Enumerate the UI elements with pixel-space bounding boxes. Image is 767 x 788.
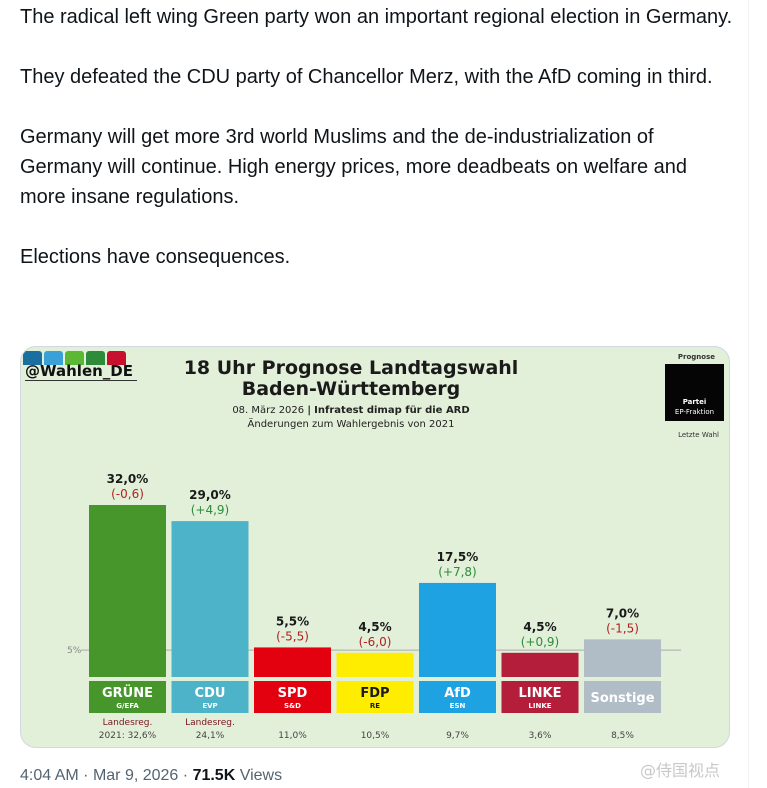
bar-value-label: 5,5% (276, 614, 309, 628)
bar-value-label: 32,0% (107, 472, 149, 486)
tweet-text: The radical left wing Green party won an… (20, 2, 735, 272)
bar-value-label: 17,5% (437, 550, 479, 564)
last-election-value: 3,6% (529, 731, 552, 741)
landesreg-label: Landesreg. (103, 718, 153, 728)
views-count: 71.5K (192, 767, 236, 784)
legend-fraktion: EP-Fraktion (674, 408, 715, 416)
logo-swatch (107, 351, 126, 365)
bar-spd (254, 647, 331, 677)
chart-subtitle-region: Baden-Württemberg (241, 378, 461, 400)
watermark: @侍国视点 (640, 761, 721, 780)
bar-value-label: 4,5% (358, 620, 391, 634)
threshold-label: 5% (67, 646, 82, 656)
logo-swatch (65, 351, 84, 365)
meta-separator: · (182, 767, 193, 784)
chart-title: 18 Uhr Prognose Landtagswahl (183, 357, 519, 379)
bar-afd (419, 582, 496, 677)
bar-change-label: (-0,6) (111, 487, 144, 501)
tweet-time[interactable]: 4:04 AM (20, 767, 79, 784)
bar-change-label: (-5,5) (276, 629, 309, 643)
bar-change-label: (-1,5) (606, 621, 639, 635)
tweet-image[interactable]: @Wahlen_DE 18 Uhr Prognose Landtagswahl … (20, 346, 730, 748)
tweet-paragraph-4: Elections have consequences. (20, 246, 291, 268)
last-election-value: 8,5% (611, 731, 634, 741)
chart-changes-note: Änderungen zum Wahlergebnis von 2021 (247, 419, 455, 430)
party-group: LINKE (528, 702, 551, 710)
tweet-paragraph-2: They defeated the CDU party of Chancello… (20, 66, 713, 88)
meta-separator: · (83, 767, 93, 784)
party-group: S&D (284, 702, 301, 710)
legend-letzte-wahl: Letzte Wahl (678, 431, 719, 439)
logo-swatch (44, 351, 63, 365)
logo-swatch (86, 351, 105, 365)
legend-box (665, 364, 724, 421)
party-name: AfD (444, 686, 471, 701)
logo-color-bar (23, 351, 128, 365)
bar-change-label: (+4,9) (191, 503, 230, 517)
source-separator: | (307, 405, 311, 416)
handle-underline (25, 380, 137, 381)
image-handle: @Wahlen_DE (25, 362, 134, 380)
bar-sonstige (584, 639, 661, 677)
last-election-value: 10,5% (361, 731, 390, 741)
tweet-paragraph-3: Germany will get more 3rd world Muslims … (20, 126, 688, 208)
last-election-value: 11,0% (278, 731, 307, 741)
bar-change-label: (+7,8) (438, 565, 477, 579)
party-name-box (419, 681, 496, 713)
chart-date-source: 08. März 2026 | Infratest dimap für die … (166, 404, 536, 417)
bar-grüne (89, 505, 166, 677)
chart-date: 08. März 2026 (232, 405, 305, 416)
last-election-value: 9,7% (446, 731, 469, 741)
party-group: G/EFA (116, 702, 139, 710)
bar-cdu (171, 521, 249, 677)
tweet-meta: 4:04 AM · Mar 9, 2026 · 71.5K Views (20, 767, 282, 785)
legend-prognose: Prognose (677, 353, 715, 361)
party-group: RE (370, 702, 380, 710)
tweet-paragraph-1: The radical left wing Green party won an… (20, 6, 733, 28)
tweet-date[interactable]: Mar 9, 2026 (92, 767, 179, 784)
legend-partei: Partei (682, 398, 707, 406)
bar-linke (501, 652, 579, 677)
party-name-box (171, 681, 249, 713)
views-label: Views (239, 767, 283, 784)
party-group: EVP (202, 702, 217, 710)
party-name-box (336, 681, 414, 713)
party-name-box (89, 681, 166, 713)
bar-fdp (336, 652, 414, 677)
bar-value-label: 7,0% (606, 606, 639, 620)
party-name: GRÜNE (102, 685, 153, 701)
party-group: ESN (450, 702, 466, 710)
logo-swatch (23, 351, 42, 365)
last-election-value: 24,1% (196, 731, 225, 741)
timeline-divider (748, 0, 749, 788)
party-name: CDU (195, 686, 226, 701)
party-name: SPD (278, 686, 308, 701)
party-name-box (254, 681, 331, 713)
bar-change-label: (+0,9) (521, 635, 560, 649)
party-name-box (584, 681, 661, 713)
party-name: LINKE (519, 686, 562, 701)
bar-change-label: (-6,0) (359, 635, 392, 649)
last-election-value: 2021: 32,6% (99, 731, 157, 741)
bar-value-label: 29,0% (189, 488, 231, 502)
party-name: Sonstige (590, 691, 654, 706)
bar-value-label: 4,5% (523, 620, 556, 634)
chart-source: Infratest dimap für die ARD (314, 405, 470, 416)
landesreg-label: Landesreg. (185, 718, 235, 728)
party-name-box (501, 681, 579, 713)
party-name: FDP (360, 686, 389, 701)
